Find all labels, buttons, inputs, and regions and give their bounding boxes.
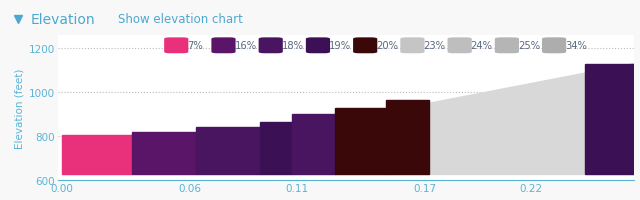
FancyBboxPatch shape: [259, 38, 283, 54]
FancyBboxPatch shape: [447, 38, 472, 54]
Text: 25%: 25%: [518, 41, 540, 51]
FancyBboxPatch shape: [211, 38, 236, 54]
Text: 7%: 7%: [187, 41, 203, 51]
Text: 24%: 24%: [470, 41, 493, 51]
Polygon shape: [196, 127, 260, 175]
Text: 16%: 16%: [234, 41, 257, 51]
Polygon shape: [260, 123, 292, 175]
FancyBboxPatch shape: [353, 38, 378, 54]
Polygon shape: [386, 101, 429, 175]
Text: 23%: 23%: [424, 41, 445, 51]
Polygon shape: [132, 132, 196, 175]
Polygon shape: [292, 115, 335, 175]
FancyBboxPatch shape: [306, 38, 330, 54]
FancyBboxPatch shape: [401, 38, 424, 54]
Text: 20%: 20%: [376, 41, 398, 51]
Polygon shape: [584, 64, 634, 175]
Text: Elevation: Elevation: [31, 13, 95, 27]
FancyBboxPatch shape: [495, 38, 519, 54]
Polygon shape: [62, 64, 634, 175]
FancyBboxPatch shape: [164, 38, 188, 54]
Y-axis label: Elevation (feet): Elevation (feet): [15, 68, 24, 148]
Text: 19%: 19%: [329, 41, 351, 51]
Polygon shape: [335, 108, 386, 175]
FancyBboxPatch shape: [542, 38, 566, 54]
Polygon shape: [62, 135, 132, 175]
Text: Show elevation chart: Show elevation chart: [118, 13, 243, 26]
Text: 34%: 34%: [565, 41, 587, 51]
Text: 18%: 18%: [282, 41, 303, 51]
